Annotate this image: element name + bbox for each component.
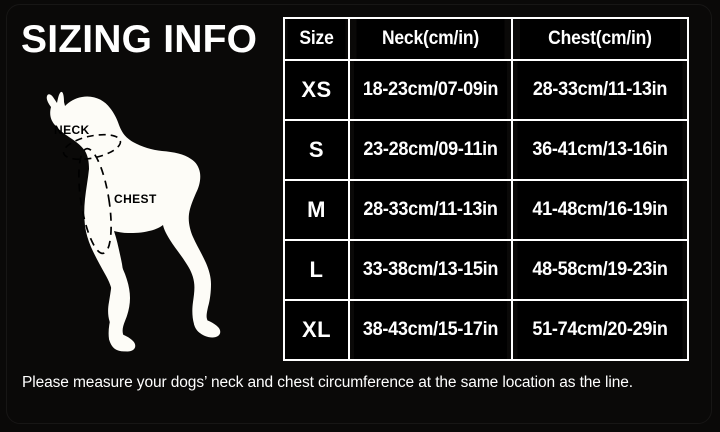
table-row: L 33-38cm/13-15in 48-58cm/19-23in [283,239,688,301]
dog-silhouette-svg [46,91,221,352]
dog-hind-paw [194,318,221,338]
cell-chest: 36-41cm/13-16in [515,119,685,181]
cell-size: M [283,179,350,241]
column-header-size: Size [285,17,348,61]
chest-label: CHEST [114,192,157,206]
dog-front-paw [109,332,136,352]
chest-measure-ellipse [78,147,112,255]
column-header-neck: Neck(cm/in) [354,17,507,61]
cell-neck: 28-33cm/11-13in [352,179,509,241]
measurement-instruction-caption: Please measure your dogs’ neck and chest… [22,374,633,391]
dog-body-shape [46,91,215,352]
size-chart-table: Size Neck(cm/in) Chest(cm/in) XS 18-23cm… [283,17,689,361]
cell-size: L [283,239,350,301]
cell-size: XS [283,59,350,121]
cell-size: XL [283,299,350,361]
neck-measure-ellipse [62,133,122,161]
cell-size: S [283,119,350,181]
dog-illustration: NECK CHEST [18,62,280,367]
page-title: SIZING INFO [21,18,258,61]
cell-neck: 33-38cm/13-15in [352,239,509,301]
table-header-row: Size Neck(cm/in) Chest(cm/in) [284,17,688,61]
table-row: S 23-28cm/09-11in 36-41cm/13-16in [283,119,688,181]
cell-chest: 48-58cm/19-23in [515,239,685,301]
table-row: XL 38-43cm/15-17in 51-74cm/20-29in [283,299,688,361]
cell-neck: 23-28cm/09-11in [352,119,509,181]
cell-chest: 51-74cm/20-29in [515,299,685,361]
column-header-chest: Chest(cm/in) [518,17,682,61]
cell-neck: 18-23cm/07-09in [352,59,509,121]
neck-label: NECK [54,123,90,137]
dog-front-leg-detail [108,231,124,330]
table-row: M 28-33cm/11-13in 41-48cm/16-19in [283,179,688,241]
cell-chest: 41-48cm/16-19in [515,179,685,241]
cell-neck: 38-43cm/15-17in [352,299,509,361]
cell-chest: 28-33cm/11-13in [515,59,685,121]
table-row: XS 18-23cm/07-09in 28-33cm/11-13in [283,59,688,121]
